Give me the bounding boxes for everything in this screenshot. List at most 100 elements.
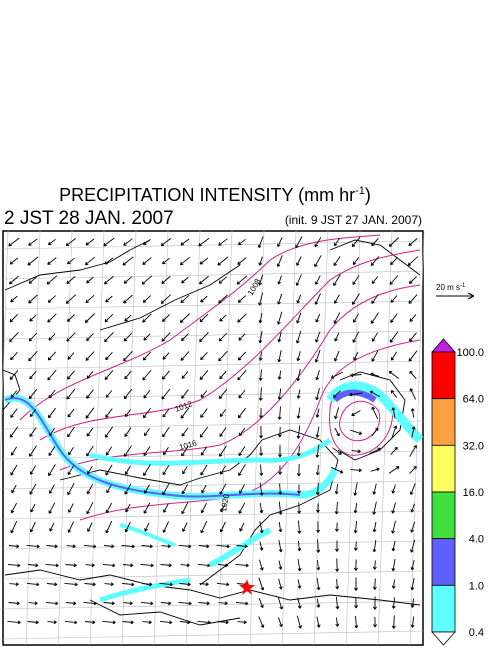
wind-vector xyxy=(316,539,321,553)
wind-vector xyxy=(353,482,358,496)
wind-vector xyxy=(200,520,208,534)
wind-vector xyxy=(103,275,114,285)
wind-vector xyxy=(297,484,301,494)
wind-vector xyxy=(143,389,151,399)
wind-vector xyxy=(140,563,154,568)
wind-vector xyxy=(178,544,192,549)
wind-vector xyxy=(179,313,191,323)
wind-vector xyxy=(410,503,415,513)
wind-vector xyxy=(389,275,399,285)
wind-vector xyxy=(334,501,339,515)
wind-vector xyxy=(197,563,211,568)
wind-vector xyxy=(297,540,302,552)
wind-vector xyxy=(408,350,418,362)
wind-vector xyxy=(124,483,132,495)
wind-vector xyxy=(216,544,230,549)
wind-vector xyxy=(354,597,359,609)
wind-vector xyxy=(277,311,283,325)
wind-vector xyxy=(179,620,191,625)
wind-vector xyxy=(180,563,190,568)
wind-vector xyxy=(105,408,113,418)
wind-vector xyxy=(370,256,380,267)
wind-vector xyxy=(219,445,227,457)
wind-vector xyxy=(143,428,150,437)
wind-vector xyxy=(66,276,76,285)
wind-vector xyxy=(388,370,400,379)
wind-scale: 20 m s-1 xyxy=(436,283,475,300)
wind-vector xyxy=(315,444,320,458)
wind-vector xyxy=(10,351,18,361)
wind-vector xyxy=(102,563,116,568)
wind-vector xyxy=(391,559,396,572)
wind-vector xyxy=(125,503,131,513)
wind-vector xyxy=(371,294,379,304)
wind-vector xyxy=(142,295,152,303)
wind-vector xyxy=(351,237,361,248)
wind-vector xyxy=(391,484,396,494)
wind-vector xyxy=(27,620,39,625)
wind-vector xyxy=(49,484,55,494)
wind-vector xyxy=(330,371,344,379)
wind-vector xyxy=(408,238,418,247)
map-frame xyxy=(2,230,424,646)
wind-vector xyxy=(278,445,282,458)
wind-vector xyxy=(162,257,170,265)
wind-vector xyxy=(237,313,247,323)
wind-vector xyxy=(28,601,38,606)
wind-vector xyxy=(334,427,340,437)
wind-vector xyxy=(86,276,94,284)
wind-vector xyxy=(8,544,20,549)
wind-vector xyxy=(200,295,208,303)
wind-vector xyxy=(276,255,283,267)
wind-vector xyxy=(106,484,112,494)
wind-vector xyxy=(10,446,18,456)
wind-vector xyxy=(258,616,265,628)
wind-vector xyxy=(316,578,321,591)
wind-vector xyxy=(163,503,169,513)
wind-vector xyxy=(372,578,377,590)
wind-vector xyxy=(297,502,302,514)
wind-vector xyxy=(354,615,359,629)
wind-vector xyxy=(277,275,282,285)
wind-vector xyxy=(391,502,396,514)
wind-vector xyxy=(67,352,75,360)
wind-vector xyxy=(371,350,379,362)
wind-vector xyxy=(371,427,379,437)
wind-vector xyxy=(28,350,38,362)
wind-vector xyxy=(67,257,75,265)
wind-vector xyxy=(124,445,132,457)
colorbar-extension xyxy=(431,338,456,353)
wind-vector xyxy=(259,407,263,419)
wind-vector xyxy=(370,312,379,324)
wind-vector xyxy=(65,238,77,247)
wind-vector xyxy=(124,409,132,418)
wind-vector xyxy=(258,256,263,266)
wind-vector xyxy=(181,501,189,515)
wind-vector xyxy=(370,372,380,377)
wind-vector xyxy=(218,601,228,606)
wind-vector xyxy=(47,313,57,323)
wind-vector xyxy=(45,563,59,568)
wind-vector xyxy=(235,563,249,568)
wind-vector xyxy=(410,616,415,628)
wind-vector xyxy=(8,275,19,285)
wind-vector xyxy=(316,598,321,608)
wind-vector xyxy=(86,371,94,379)
colorbar-extension xyxy=(431,631,456,646)
wind-vector xyxy=(162,352,170,360)
wind-vector xyxy=(162,465,170,476)
wind-vector xyxy=(48,389,56,399)
wind-vector xyxy=(199,582,209,587)
wind-vector xyxy=(235,601,249,606)
wind-vector xyxy=(143,464,151,476)
graticule-line xyxy=(345,230,361,646)
wind-vector xyxy=(179,256,190,266)
wind-vector xyxy=(160,294,172,304)
wind-vector xyxy=(65,563,77,568)
colorbar-segment xyxy=(431,584,456,633)
wind-vector xyxy=(236,275,248,285)
wind-vector xyxy=(121,582,135,587)
wind-vector xyxy=(123,238,133,246)
wind-vector xyxy=(180,407,190,419)
graticule-line xyxy=(2,480,424,490)
